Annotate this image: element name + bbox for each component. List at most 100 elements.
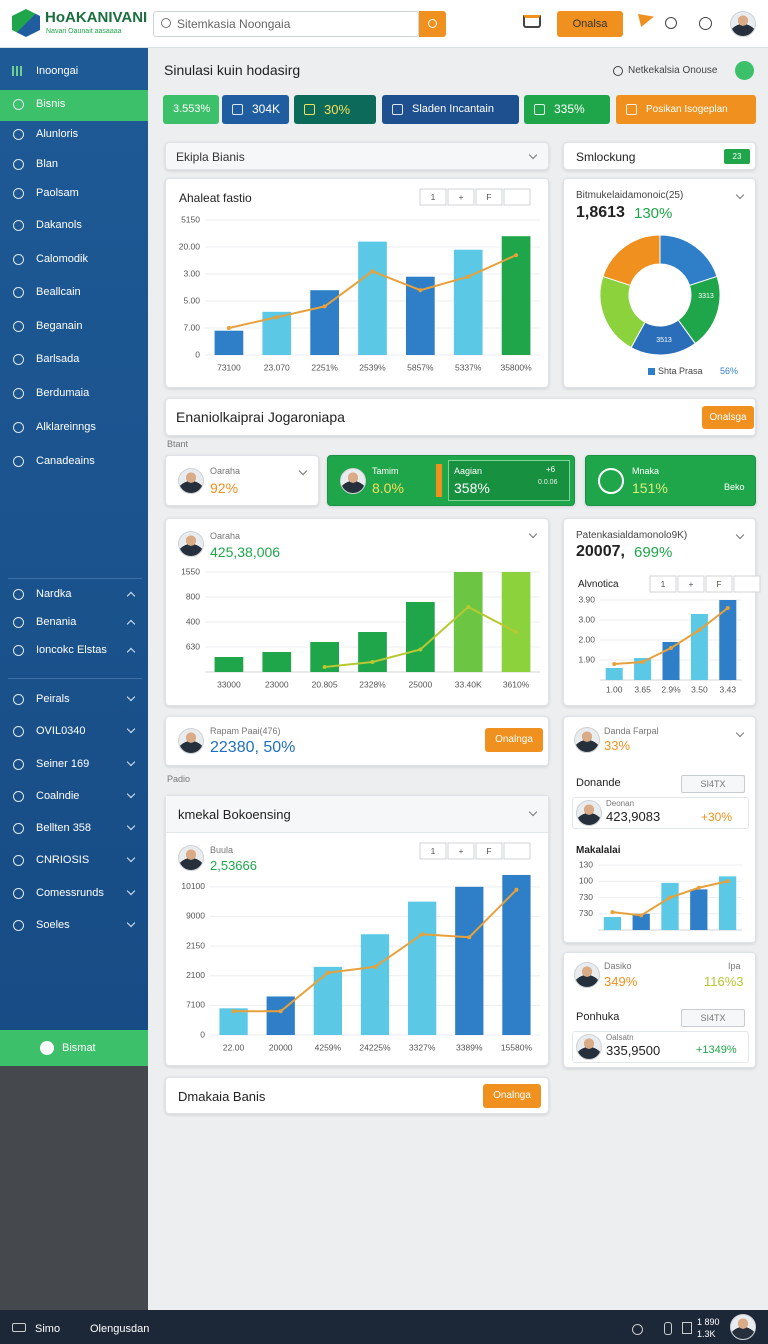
donut-value: 1,8613 (576, 204, 625, 221)
item-row[interactable] (572, 797, 749, 829)
sidebar-item[interactable]: Beallcain (0, 278, 148, 306)
field-input[interactable]: SI4TX (681, 775, 745, 793)
sidebar-icon (13, 287, 24, 298)
avatar (178, 728, 204, 754)
dropdown-chevron (735, 190, 745, 200)
sidebar-label: Blan (36, 158, 59, 170)
sidebar-item[interactable]: Nardka (0, 580, 148, 608)
sidebar-grid-icon (12, 66, 23, 76)
sidebar-icon (13, 422, 24, 433)
sidebar-icon (13, 888, 24, 899)
settings-icon[interactable] (665, 17, 677, 29)
stat-delta: +6 (546, 465, 556, 474)
sidebar-label: Calomodik (36, 253, 88, 265)
sidebar-item[interactable]: Bisnis (0, 90, 148, 121)
sidebar-item[interactable]: Calomodik (0, 245, 148, 273)
summary-card: Dmakaia Banis Onalnga (165, 1077, 549, 1114)
kpi-tile[interactable]: 304K (222, 95, 289, 124)
banner-title: Enaniolkaiprai Jogaroniapa (176, 409, 345, 425)
chart-card: kmekal Bokoensing Buula 2,53666 (165, 795, 549, 1066)
sidebar-icon (13, 726, 24, 737)
sidebar-chevron (126, 918, 136, 928)
item-row[interactable] (572, 1031, 749, 1063)
sidebar-icon (13, 254, 24, 265)
sidebar-item[interactable]: Coalndie (0, 782, 148, 810)
sidebar-item[interactable]: Paolsam (0, 179, 148, 207)
detail-tag: Ipa (728, 961, 741, 971)
summary-button[interactable]: Onalnga (485, 728, 543, 752)
user-avatar[interactable] (730, 11, 756, 37)
stat-tag: Beko (724, 482, 745, 492)
stat-label: Oaraha (210, 466, 241, 476)
sidebar-item[interactable]: OVIL0340 (0, 717, 148, 745)
section-label: Padio (167, 774, 191, 784)
sidebar-icon (13, 855, 24, 866)
sidebar-item[interactable]: Soeles (0, 911, 148, 939)
sidebar-item[interactable]: Bellten 358 (0, 814, 148, 842)
footer-icon[interactable] (682, 1322, 692, 1334)
help-icon[interactable] (699, 17, 712, 30)
sidebar-item[interactable]: Canadeains (0, 447, 148, 475)
sidebar-item[interactable]: CNRIOSIS (0, 846, 148, 874)
cart-icon[interactable] (523, 15, 541, 28)
sidebar-icon (13, 617, 24, 628)
card-title: Patenkasialdamonolo9K) (576, 530, 688, 541)
sidebar-icon (13, 456, 24, 467)
sidebar-item[interactable]: Comessrunds (0, 879, 148, 907)
avatar (178, 468, 204, 494)
sidebar-chevron (126, 853, 136, 863)
header-button[interactable]: Onalsa (557, 11, 623, 37)
logo-text: HoAKANIVANI (45, 9, 148, 26)
footer-icon[interactable] (664, 1322, 672, 1335)
item-change: +30% (701, 810, 733, 824)
kpi-tile[interactable]: Sladen Incantain (382, 95, 519, 124)
search-box[interactable] (153, 11, 419, 37)
sidebar-item[interactable]: Ioncokc Elstas (0, 636, 148, 664)
sidebar-icon (13, 920, 24, 931)
sidebar-lower (0, 1066, 148, 1310)
sidebar-item[interactable]: Barlsada (0, 345, 148, 373)
chart-label: Buula (210, 845, 234, 855)
summary-button[interactable]: Onalnga (483, 1084, 541, 1108)
sidebar-chevron (126, 757, 136, 767)
status-text: Netkekalsia Onouse (628, 65, 718, 76)
footer-avatar[interactable] (730, 1314, 756, 1340)
banner-button[interactable]: Onalsga (702, 406, 754, 429)
sidebar-divider (8, 578, 142, 579)
sidebar-icon (13, 321, 24, 332)
sidebar-item[interactable]: Dakanols (0, 211, 148, 239)
status-icon (613, 66, 623, 76)
kpi-value: 3.553% (173, 103, 211, 115)
sidebar-chevron (126, 591, 136, 601)
field-input[interactable]: SI4TX (681, 1009, 745, 1027)
sidebar-label: Dakanols (36, 219, 82, 231)
sidebar-item[interactable]: Benania (0, 608, 148, 636)
kpi-tile[interactable]: 3.553% (163, 95, 219, 124)
sidebar-item[interactable]: Seiner 169 (0, 750, 148, 778)
footer-icon[interactable] (632, 1324, 643, 1335)
sidebar-label: Peirals (36, 693, 70, 705)
status-badge[interactable] (735, 61, 754, 80)
kpi-tile[interactable]: Posikan Isogeplan (616, 95, 756, 124)
kpi-tile[interactable]: 30% (294, 95, 376, 124)
sidebar-item[interactable]: Alklareinngs (0, 413, 148, 441)
sidebar-item[interactable]: Beganain (0, 312, 148, 340)
chart-title: Alvnotica (578, 579, 619, 590)
sidebar-icon (13, 354, 24, 365)
sidebar (0, 48, 148, 1030)
search-placeholder: Sitemkasia Noongaia (177, 17, 291, 31)
sidebar-chevron (126, 619, 136, 629)
field-label: Ponhuka (576, 1011, 620, 1023)
card-value: 20007, (576, 543, 625, 560)
sidebar-button[interactable] (0, 1030, 148, 1066)
stat-icon (598, 468, 624, 494)
stat-card: Tamim 8.0% Aagian 358% +6 0.0.06 (327, 455, 575, 506)
footer-link[interactable]: Olengusdan (90, 1323, 150, 1335)
kpi-tile[interactable]: 335% (524, 95, 610, 124)
sidebar-icon (13, 99, 24, 110)
sidebar-item[interactable]: Blan (0, 150, 148, 178)
sidebar-item[interactable]: Peirals (0, 685, 148, 713)
sidebar-item[interactable]: Berdumaia (0, 379, 148, 407)
sidebar-item[interactable]: Alunloris (0, 120, 148, 148)
filter-dropdown[interactable]: Ekipla Bianis (165, 142, 549, 170)
